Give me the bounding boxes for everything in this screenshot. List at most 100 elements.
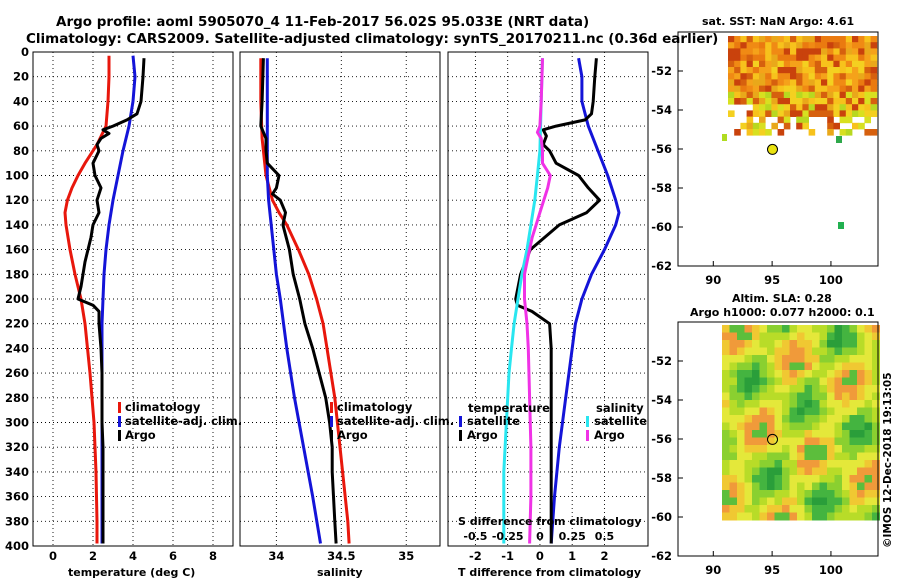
sla-cell	[782, 332, 790, 341]
sst-cell	[722, 134, 727, 141]
sst-cell	[802, 98, 809, 105]
sla-cell	[827, 347, 835, 356]
map-y-tick-label: -62	[651, 259, 672, 273]
sst-cell	[858, 122, 865, 130]
sst-cell	[858, 36, 865, 43]
sst-cell	[759, 79, 766, 86]
sla-cell	[864, 407, 873, 416]
sst-cell	[808, 54, 816, 62]
sst-cell	[836, 136, 842, 143]
sst-cell	[790, 73, 797, 80]
sla-cell	[834, 407, 843, 416]
sst-cell	[777, 79, 785, 86]
sst-cell	[790, 79, 797, 86]
sst-cell	[814, 42, 822, 49]
sla-cell	[759, 392, 768, 401]
legend-climatology-swatch	[330, 402, 333, 413]
sla-cell	[812, 475, 820, 483]
difference-legend-temperature: temperature satellite Argo	[459, 401, 550, 442]
sst-cell	[827, 48, 834, 55]
sst-cell	[740, 91, 747, 99]
depth-tick-label: 100	[5, 169, 29, 183]
sla-cell	[827, 452, 835, 461]
sla-cell	[834, 392, 843, 401]
sst-cell	[802, 36, 809, 43]
sla-cell	[729, 407, 738, 416]
sla-cell	[767, 415, 775, 423]
sla-cell	[804, 370, 813, 378]
sst-cell	[852, 54, 859, 62]
series-line-satellite-adj-clim-	[265, 58, 322, 544]
sla-cell	[842, 355, 850, 363]
sla-cell	[864, 355, 873, 363]
sla-cell	[834, 422, 843, 431]
series-line-salinity-satellite	[502, 58, 544, 544]
depth-tick-label: 240	[5, 341, 29, 355]
sla-cell	[827, 385, 835, 393]
sla-cell	[864, 325, 873, 333]
sla-cell	[842, 430, 850, 438]
sst-cell	[821, 79, 828, 86]
sst-cell	[746, 91, 754, 99]
sla-cell	[827, 415, 835, 423]
sla-cell	[827, 332, 835, 341]
sla-cell	[752, 460, 760, 468]
sla-cell	[857, 355, 865, 363]
sst-cell	[777, 116, 785, 124]
sst-cell	[759, 60, 766, 68]
sla-cell	[819, 497, 828, 506]
sla-cell	[744, 400, 753, 408]
sla-cell	[752, 400, 760, 408]
sla-cell	[857, 392, 865, 401]
sla-cell	[759, 355, 768, 363]
sla-cell	[857, 347, 865, 356]
sst-cell	[765, 42, 772, 49]
s-difference-label: S difference from climatology	[458, 515, 642, 528]
sla-cell	[834, 430, 843, 438]
depth-tick-label: 180	[5, 267, 29, 281]
sla-cell	[804, 467, 813, 476]
sst-cell	[728, 36, 735, 43]
sla-cell	[767, 370, 775, 378]
sla-cell	[804, 332, 813, 341]
sst-cell	[858, 73, 865, 80]
series-line-argo	[76, 58, 146, 544]
sla-cell	[789, 467, 798, 476]
sla-cell	[789, 422, 798, 431]
sla-cell	[857, 340, 865, 348]
sla-cell	[737, 482, 745, 491]
sst-cell	[827, 67, 834, 74]
sst-cell	[858, 110, 865, 117]
sst-cell	[802, 42, 809, 49]
sla-cell	[842, 407, 850, 416]
sla-cell	[849, 445, 858, 453]
sst-cell	[783, 85, 791, 93]
map-y-tick-label: -54	[651, 103, 672, 117]
sla-cell	[744, 392, 753, 401]
sst-cell	[864, 104, 871, 111]
sla-cell	[804, 392, 813, 401]
sst-cell	[734, 73, 741, 80]
sst-cell	[734, 98, 741, 105]
sst-cell	[858, 48, 865, 55]
sla-cell	[789, 325, 798, 333]
sla-cell	[864, 512, 873, 521]
sla-cell	[827, 407, 835, 416]
sla-cell	[729, 377, 738, 386]
sst-cell	[833, 104, 840, 111]
sst-cell	[771, 85, 778, 93]
sla-cell	[864, 460, 873, 468]
sst-cell	[833, 98, 840, 105]
sla-cell	[774, 467, 783, 476]
sla-cell	[722, 497, 730, 506]
salinity-legend: climatology satellite-adj. clim. Argo	[330, 400, 454, 442]
sla-cell	[729, 325, 738, 333]
sla-cell	[849, 460, 858, 468]
sla-cell	[789, 452, 798, 461]
sla-cell	[752, 325, 760, 333]
sla-cell	[842, 505, 850, 513]
sst-cell	[858, 98, 865, 105]
x-tick-label: 4	[129, 549, 137, 563]
sst-cell	[777, 104, 785, 111]
sst-cell	[740, 54, 747, 62]
